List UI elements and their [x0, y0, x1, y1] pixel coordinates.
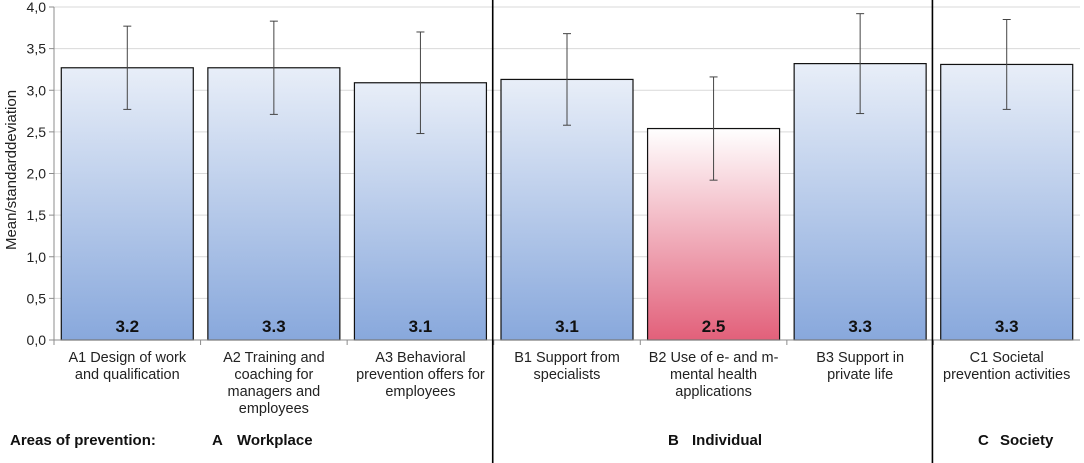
x-tick-label: C1 Societal prevention activities: [943, 350, 1070, 383]
y-axis-title: Mean/standarddeviation: [3, 90, 20, 250]
group-c-id: C: [978, 432, 989, 449]
data-label: 3.1: [555, 317, 579, 336]
x-tick-label: B2 Use of e- and m-mental health applicat…: [649, 350, 779, 400]
data-label: 3.1: [409, 317, 433, 336]
bar: [60, 67, 194, 341]
bar: [500, 78, 634, 341]
x-tick-label: B1 Support from specialists: [514, 350, 620, 383]
y-tick-label: 1,5: [27, 207, 47, 223]
data-label: 2.5: [702, 317, 726, 336]
error-bars: [123, 13, 1011, 181]
y-tick-label: 3,0: [27, 82, 47, 98]
group-a-id: A: [212, 432, 223, 449]
y-tick-label: 2,0: [27, 166, 47, 182]
data-label: 3.3: [262, 317, 286, 336]
group-a-name: Workplace: [237, 432, 313, 449]
group-b-id: B: [668, 432, 679, 449]
y-tick-label: 2,5: [27, 124, 47, 140]
data-label: 3.2: [115, 317, 139, 336]
y-tick-label: 4,0: [27, 0, 47, 15]
x-tick-label: B3 Support in private life: [816, 350, 904, 383]
x-tick-label: A2 Training and coaching for managers and e…: [223, 350, 325, 417]
y-tick-label: 0,0: [27, 332, 47, 348]
y-tick-label: 1,0: [27, 249, 47, 265]
axes: 0,0 0,5 1,0 1,5 2,0 2,5 3,0 3,5 4,0: [27, 0, 1080, 463]
y-tick-label: 3,5: [27, 41, 47, 57]
groups-title: Areas of prevention:: [10, 432, 156, 449]
group-c-name: Society: [1000, 432, 1054, 449]
data-label: 3.3: [995, 317, 1019, 336]
labels: 3.2 A1 Design of work and qualification 3.3…: [68, 317, 1070, 417]
x-tick-label: A3 Behavioral prevention offers for employ…: [356, 350, 485, 400]
x-tick-label: A1 Design of work and qualification: [68, 350, 186, 383]
y-tick-label: 0,5: [27, 290, 47, 306]
data-label: 3.3: [848, 317, 872, 336]
group-b-name: Individual: [692, 432, 762, 449]
